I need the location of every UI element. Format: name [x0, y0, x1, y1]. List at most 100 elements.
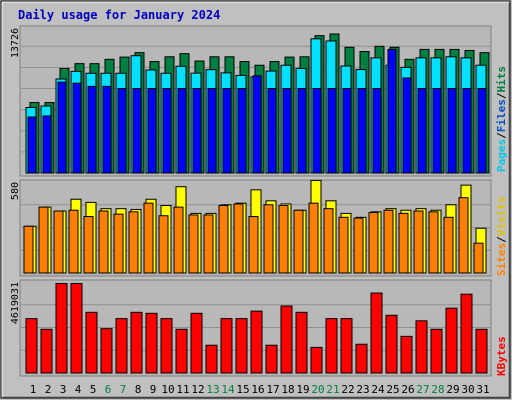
bar-pages-day-28	[432, 87, 442, 174]
bar-pages-day-2	[42, 115, 52, 174]
bar-sites-day-18	[278, 205, 289, 274]
x-tick-label: 20	[311, 383, 324, 396]
bar-kbytes-day-31	[475, 328, 488, 374]
x-tick-label: 16	[251, 383, 264, 396]
bar-sites-day-20	[308, 202, 319, 274]
legend-sites: Sites	[495, 243, 508, 276]
bar-kbytes-day-21	[325, 318, 338, 374]
bar-kbytes-day-3	[55, 283, 68, 374]
bar-kbytes-day-14	[220, 318, 233, 374]
bar-pages-day-21	[327, 87, 337, 174]
bar-sites-day-24	[368, 212, 379, 274]
x-tick-label: 12	[191, 383, 204, 396]
bar-sites-day-21	[323, 208, 334, 274]
bar-kbytes-day-1	[25, 318, 38, 374]
x-tick-label: 24	[371, 383, 385, 396]
x-tick-label: 13	[206, 383, 219, 396]
bar-kbytes-day-11	[175, 328, 188, 374]
bar-sites-day-9	[143, 202, 154, 274]
bar-kbytes-day-13	[205, 344, 218, 374]
x-tick-label: 4	[75, 383, 82, 396]
bar-kbytes-day-18	[280, 305, 293, 374]
bar-kbytes-day-20	[310, 346, 323, 374]
x-tick-label: 3	[60, 383, 67, 396]
bar-pages-day-14	[222, 87, 232, 174]
x-tick-label: 22	[341, 383, 354, 396]
legend-kbytes: KBytes	[495, 336, 508, 376]
legend-pages: Pages	[495, 139, 508, 172]
bar-pages-day-6	[102, 85, 112, 174]
bar-pages-day-1	[27, 116, 37, 174]
bars	[23, 33, 490, 374]
x-tick-label: 21	[326, 383, 339, 396]
x-tick-label: 2	[45, 383, 52, 396]
bar-kbytes-day-2	[40, 328, 53, 374]
bar-sites-day-30	[458, 197, 469, 274]
bar-kbytes-day-24	[370, 292, 383, 374]
bar-sites-day-27	[413, 210, 424, 274]
x-tick-label: 29	[446, 383, 459, 396]
bar-pages-day-25	[387, 48, 397, 174]
x-tick-label: 5	[90, 383, 97, 396]
bar-sites-day-5	[83, 216, 94, 274]
bar-sites-day-29	[443, 216, 454, 274]
bar-kbytes-day-9	[145, 312, 158, 374]
bar-sites-day-31	[473, 242, 484, 274]
x-tick-label: 28	[431, 383, 444, 396]
legend-files: Files	[495, 99, 508, 132]
bar-pages-day-29	[447, 87, 457, 174]
bar-kbytes-day-5	[85, 311, 98, 374]
x-tick-label: 9	[150, 383, 157, 396]
bar-kbytes-day-4	[70, 283, 83, 374]
bar-sites-day-8	[128, 211, 139, 274]
bar-pages-day-19	[297, 87, 307, 174]
bar-sites-day-16	[248, 216, 259, 274]
bar-pages-day-16	[252, 75, 262, 174]
legend-visits: Visits	[495, 197, 508, 237]
legend-hits: Hits	[495, 66, 508, 93]
bar-pages-day-13	[207, 87, 217, 174]
x-tick-label: 11	[176, 383, 189, 396]
bar-kbytes-day-12	[190, 312, 203, 374]
bar-pages-day-17	[267, 87, 277, 174]
bar-kbytes-day-15	[235, 318, 248, 374]
x-axis-labels: 1 2 3 4 5 6 7 8 9 10 11 12 13 14 15 16 17 18 19 20 21 22 23 24 2…	[30, 383, 490, 396]
x-tick-label: 8	[135, 383, 142, 396]
bar-sites-day-3	[53, 210, 64, 274]
bar-sites-day-15	[233, 203, 244, 274]
bar-sites-day-28	[428, 211, 439, 274]
bar-kbytes-day-16	[250, 310, 263, 374]
bar-sites-day-1	[23, 225, 34, 274]
x-tick-label: 17	[266, 383, 279, 396]
bar-sites-day-26	[398, 212, 409, 274]
bar-pages-day-27	[417, 87, 427, 174]
bar-pages-day-12	[192, 87, 202, 174]
bar-pages-day-20	[312, 87, 322, 174]
x-tick-label: 7	[120, 383, 127, 396]
bar-kbytes-day-6	[100, 328, 113, 374]
bar-kbytes-day-25	[385, 314, 398, 374]
hits-ymax-label: 13726	[10, 28, 21, 58]
x-tick-label: 15	[236, 383, 249, 396]
bar-kbytes-day-7	[115, 318, 128, 374]
bar-kbytes-day-26	[400, 335, 413, 374]
bar-kbytes-day-22	[340, 318, 353, 374]
bar-kbytes-day-17	[265, 344, 278, 374]
bar-pages-day-23	[357, 87, 367, 174]
bar-pages-day-8	[132, 87, 142, 174]
svg-text:Pages/Files/Hits: Pages/Files/Hits	[495, 66, 508, 172]
bar-sites-day-14	[218, 205, 229, 274]
bar-pages-day-18	[282, 87, 292, 174]
bar-pages-day-9	[147, 87, 157, 174]
svg-text:KBytes: KBytes	[495, 336, 508, 376]
bar-pages-day-5	[87, 85, 97, 174]
bar-pages-day-4	[72, 82, 82, 174]
bar-pages-day-26	[402, 77, 412, 174]
visits-ymax-label: 580	[10, 182, 21, 200]
bar-kbytes-day-10	[160, 318, 173, 374]
bar-sites-day-11	[173, 206, 184, 274]
x-tick-label: 27	[416, 383, 429, 396]
x-tick-label: 23	[356, 383, 369, 396]
